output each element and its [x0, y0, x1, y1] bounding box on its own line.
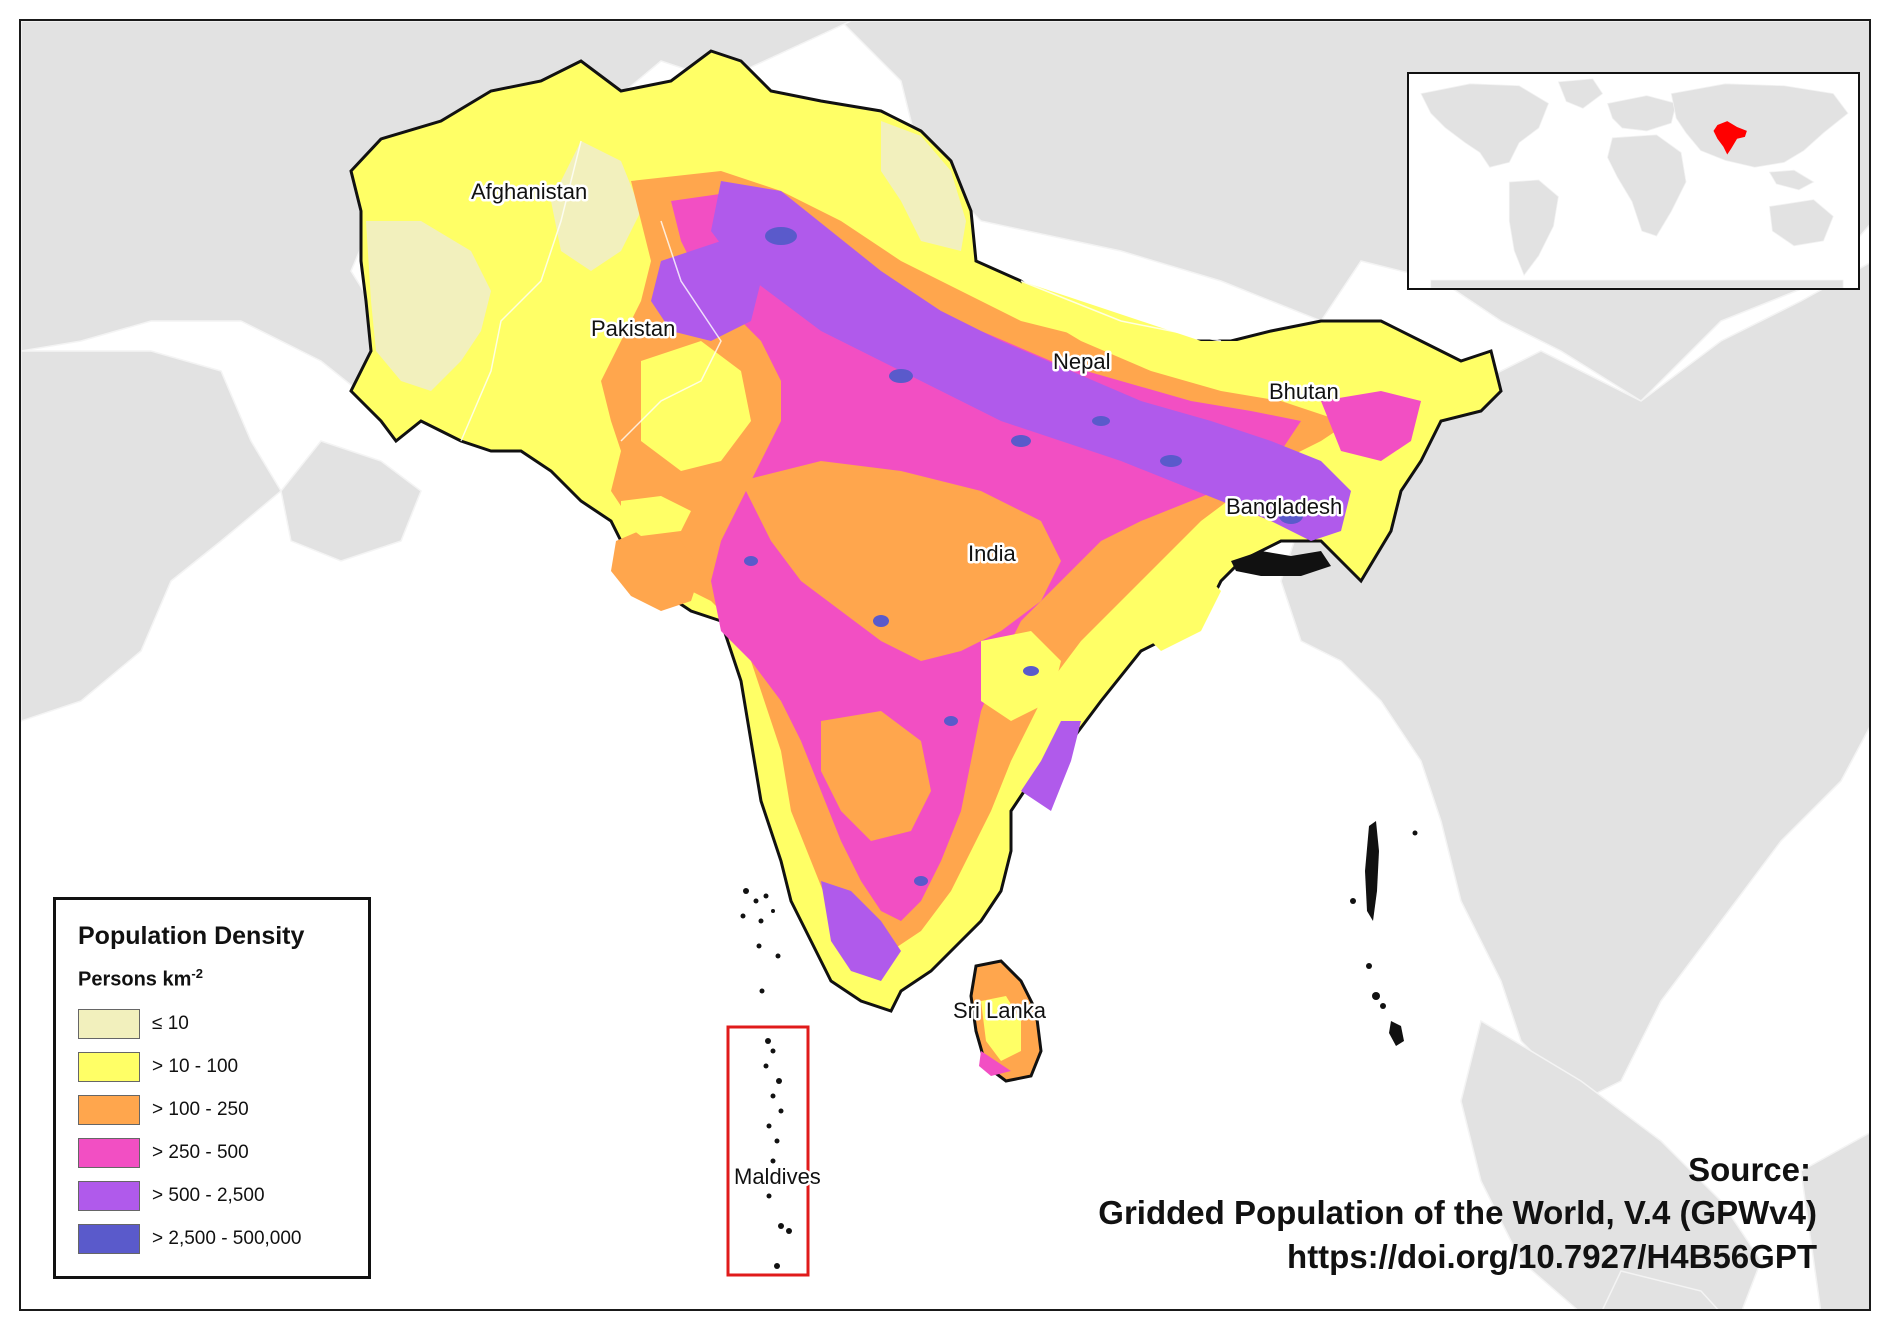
sri-lanka-landmass[interactable] — [969, 959, 1043, 1083]
density-500-2500-punjab — [651, 241, 761, 341]
legend-label: > 250 - 500 — [152, 1142, 249, 1163]
density-500-2500 — [711, 181, 1351, 541]
legend-item: > 10 - 100 — [78, 1051, 238, 1083]
label-india: India — [968, 541, 1016, 566]
legend-swatch — [78, 1095, 140, 1125]
legend-swatch — [78, 1052, 140, 1082]
legend-swatch — [78, 1009, 140, 1039]
legend-swatch — [78, 1181, 140, 1211]
density-100-250-south — [821, 711, 931, 841]
legend-swatch — [78, 1224, 140, 1254]
source-dataset: Gridded Population of the World, V.4 (GP… — [1098, 1194, 1817, 1231]
andaman-nicobar-islands — [1350, 821, 1418, 1046]
south-asia-density[interactable] — [349, 49, 1503, 1013]
legend-subtitle-text: Persons km — [78, 968, 192, 991]
legend-label: > 2,500 - 500,000 — [152, 1228, 302, 1249]
inset-map-svg — [1411, 74, 1856, 288]
density-10-100-rajasthan — [641, 341, 751, 471]
legend-label: ≤ 10 — [152, 1013, 189, 1034]
inset-world-map — [1407, 72, 1860, 290]
density-500-2500-kerala — [821, 881, 901, 981]
density-kutch — [621, 496, 691, 536]
density-very-low-north — [881, 121, 966, 251]
label-bhutan: Bhutan — [1269, 379, 1339, 404]
legend-label: > 10 - 100 — [152, 1056, 239, 1077]
inset-world-land — [1420, 78, 1849, 288]
legend-item: > 100 - 250 — [78, 1094, 249, 1126]
density-2500-plus — [744, 227, 1303, 886]
maldives-atolls — [740, 888, 792, 1269]
sundarbans-coast — [1231, 551, 1331, 576]
country-labels: Afghanistan Pakistan Nepal Bhutan Bangla… — [469, 177, 1345, 1192]
inset-highlight-south-asia — [1713, 121, 1747, 155]
label-nepal: Nepal — [1053, 349, 1110, 374]
label-afghanistan: Afghanistan — [471, 179, 587, 204]
maldives-highlight-box — [726, 1025, 810, 1277]
legend: Population Density Persons km-2 ≤ 10 > 1… — [53, 897, 371, 1279]
legend-label: > 500 - 2,500 — [152, 1185, 265, 1206]
legend-swatch — [78, 1138, 140, 1168]
legend-item: > 2,500 - 500,000 — [78, 1223, 302, 1255]
label-pakistan: Pakistan — [591, 316, 675, 341]
legend-subtitle-exponent: -2 — [191, 966, 203, 981]
internal-boundaries — [460, 140, 1222, 442]
source-citation: Source: Gridded Population of the World,… — [1098, 1149, 1817, 1279]
map-frame: Afghanistan Pakistan Nepal Bhutan Bangla… — [19, 19, 1871, 1311]
density-500-2500-coast — [1021, 721, 1081, 811]
legend-item: > 500 - 2,500 — [78, 1180, 265, 1212]
legend-item: > 250 - 500 — [78, 1137, 249, 1169]
density-very-low — [366, 221, 491, 391]
label-maldives: Maldives — [734, 1164, 821, 1189]
density-100-250-central — [741, 461, 1061, 661]
label-bangladesh: Bangladesh — [1226, 494, 1342, 519]
legend-label: > 100 - 250 — [152, 1099, 249, 1120]
label-sri-lanka: Sri Lanka — [953, 998, 1047, 1023]
density-gujarat — [611, 526, 701, 611]
legend-item: ≤ 10 — [78, 1008, 189, 1040]
legend-title: Population Density — [78, 922, 305, 950]
source-doi-link[interactable]: https://doi.org/10.7927/H4B56GPT — [1287, 1238, 1817, 1275]
density-10-100-east — [1131, 561, 1221, 651]
density-10-100-central — [981, 631, 1061, 721]
density-250-500-northeast — [1321, 391, 1421, 461]
legend-subtitle: Persons km-2 — [78, 966, 203, 992]
source-title: Source: — [1688, 1151, 1811, 1188]
